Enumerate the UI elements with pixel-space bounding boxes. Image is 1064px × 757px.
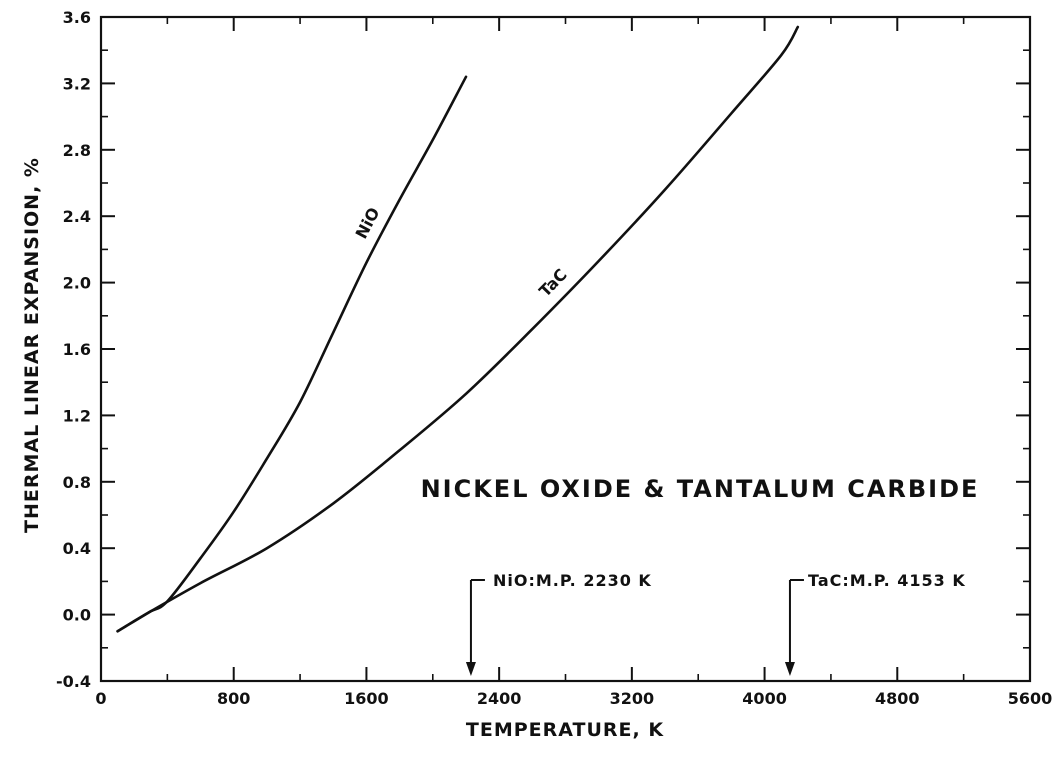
nio-mp-arrow-head — [465, 662, 476, 676]
y-tick-label: 0.4 — [63, 539, 91, 558]
y-tick-label: 0.0 — [63, 606, 91, 625]
x-tick-label: 4800 — [875, 689, 920, 708]
x-tick-label: 5600 — [1008, 689, 1053, 708]
y-tick-label: 3.6 — [63, 8, 91, 27]
x-tick-label: 800 — [217, 689, 250, 708]
y-tick-label: 2.0 — [63, 274, 91, 293]
y-tick-label: 1.2 — [63, 406, 91, 425]
chart-annotation-title: NICKEL OXIDE & TANTALUM CARBIDE — [421, 475, 980, 503]
series-layer — [116, 25, 800, 633]
y-axis-ticks: -0.4 0.0 0.4 0.8 1.2 1.6 2.0 2.4 2.8 3.2 3.6 — [56, 8, 1030, 691]
melting-point-markers — [465, 579, 804, 676]
x-tick-label: 1600 — [344, 689, 389, 708]
y-tick-label: 2.4 — [63, 207, 91, 226]
series-line-tac — [116, 25, 800, 633]
x-tick-label: 2400 — [477, 689, 522, 708]
y-tick-label: 1.6 — [63, 340, 91, 359]
series-line-nio — [116, 75, 468, 633]
tac-mp-arrow-head — [784, 662, 795, 676]
y-tick-label: 2.8 — [63, 141, 91, 160]
y-tick-label: 0.8 — [63, 473, 91, 492]
x-tick-label: 3200 — [610, 689, 655, 708]
tac-melting-point-label: TaC:M.P. 4153 K — [808, 571, 966, 590]
nio-melting-point-label: NiO:M.P. 2230 K — [493, 571, 652, 590]
y-tick-label: -0.4 — [56, 672, 91, 691]
x-tick-label: 0 — [95, 689, 106, 708]
x-tick-label: 4000 — [742, 689, 787, 708]
y-axis-title: THERMAL LINEAR EXPANSION, % — [21, 157, 43, 533]
y-tick-label: 3.2 — [63, 74, 91, 93]
x-axis-ticks: 0 800 1600 2400 3200 4000 4800 5600 — [95, 17, 1052, 708]
x-axis-title: TEMPERATURE, K — [466, 719, 664, 741]
